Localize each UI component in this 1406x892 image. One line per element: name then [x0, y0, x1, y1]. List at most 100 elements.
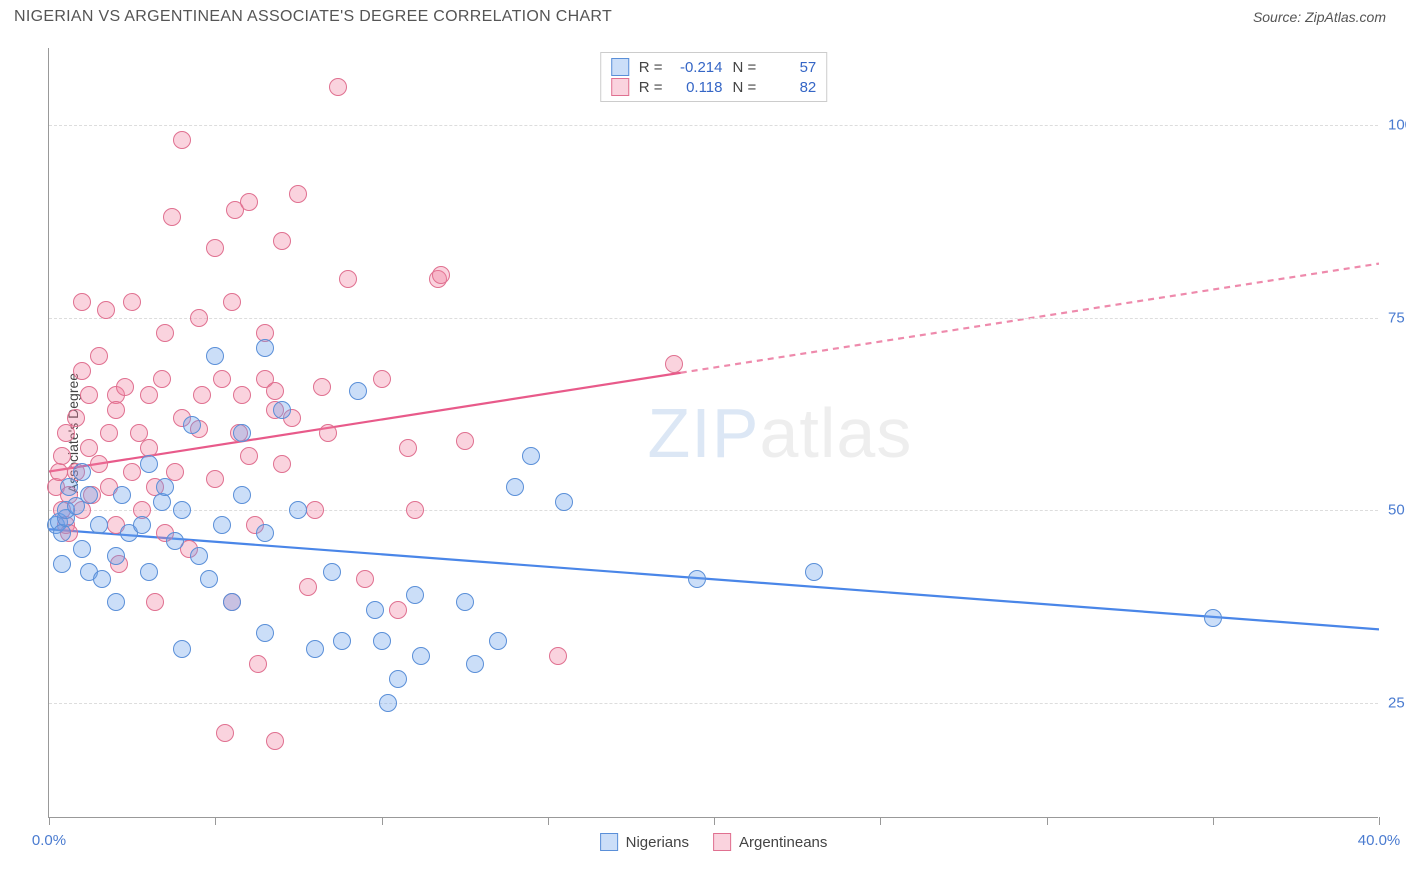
- data-point: [299, 578, 317, 596]
- data-point: [256, 624, 274, 642]
- data-point: [190, 547, 208, 565]
- source-label: Source: ZipAtlas.com: [1253, 9, 1386, 25]
- x-tick-label: 0.0%: [32, 832, 66, 849]
- data-point: [60, 478, 78, 496]
- data-point: [233, 386, 251, 404]
- data-point: [223, 293, 241, 311]
- data-point: [213, 516, 231, 534]
- data-point: [273, 232, 291, 250]
- x-tick: [548, 817, 549, 825]
- x-tick: [714, 817, 715, 825]
- data-point: [206, 347, 224, 365]
- data-point: [256, 339, 274, 357]
- data-point: [156, 324, 174, 342]
- x-tick: [880, 817, 881, 825]
- data-point: [90, 455, 108, 473]
- data-point: [432, 266, 450, 284]
- data-point: [223, 593, 241, 611]
- y-tick-label: 100.0%: [1388, 117, 1406, 134]
- scatter-chart: Associate's Degree ZIPatlas R = -0.214 N…: [48, 48, 1378, 818]
- data-point: [349, 382, 367, 400]
- data-point: [406, 501, 424, 519]
- data-point: [273, 401, 291, 419]
- data-point: [90, 347, 108, 365]
- data-point: [73, 540, 91, 558]
- x-tick: [49, 817, 50, 825]
- data-point: [489, 632, 507, 650]
- data-point: [173, 640, 191, 658]
- data-point: [366, 601, 384, 619]
- gridline: [49, 125, 1378, 126]
- data-point: [67, 409, 85, 427]
- data-point: [73, 463, 91, 481]
- data-point: [73, 362, 91, 380]
- data-point: [313, 378, 331, 396]
- data-point: [399, 439, 417, 457]
- watermark: ZIPatlas: [648, 393, 913, 473]
- data-point: [233, 486, 251, 504]
- x-tick: [382, 817, 383, 825]
- data-point: [53, 555, 71, 573]
- data-point: [329, 78, 347, 96]
- data-point: [306, 640, 324, 658]
- data-point: [273, 455, 291, 473]
- data-point: [80, 486, 98, 504]
- data-point: [107, 593, 125, 611]
- data-point: [200, 570, 218, 588]
- swatch-argentineans: [611, 78, 629, 96]
- bottom-legend: Nigerians Argentineans: [600, 833, 828, 851]
- data-point: [163, 208, 181, 226]
- data-point: [140, 386, 158, 404]
- chart-title: NIGERIAN VS ARGENTINEAN ASSOCIATE'S DEGR…: [14, 8, 612, 26]
- data-point: [57, 424, 75, 442]
- legend-item-nigerians: Nigerians: [600, 833, 689, 851]
- data-point: [555, 493, 573, 511]
- data-point: [123, 293, 141, 311]
- data-point: [123, 463, 141, 481]
- x-tick: [1379, 817, 1380, 825]
- data-point: [339, 270, 357, 288]
- data-point: [80, 386, 98, 404]
- y-tick-label: 75.0%: [1388, 309, 1406, 326]
- n-value-nigerians: 57: [766, 59, 816, 76]
- swatch-nigerians-legend: [600, 833, 618, 851]
- data-point: [100, 424, 118, 442]
- corr-row-argentineans: R = 0.118 N = 82: [611, 77, 817, 97]
- data-point: [373, 632, 391, 650]
- data-point: [240, 193, 258, 211]
- x-tick: [215, 817, 216, 825]
- data-point: [107, 547, 125, 565]
- data-point: [266, 382, 284, 400]
- data-point: [153, 370, 171, 388]
- data-point: [190, 309, 208, 327]
- data-point: [506, 478, 524, 496]
- data-point: [379, 694, 397, 712]
- data-point: [389, 601, 407, 619]
- data-point: [116, 378, 134, 396]
- y-tick-label: 50.0%: [1388, 502, 1406, 519]
- gridline: [49, 703, 1378, 704]
- data-point: [289, 501, 307, 519]
- x-tick: [1213, 817, 1214, 825]
- data-point: [140, 455, 158, 473]
- corr-row-nigerians: R = -0.214 N = 57: [611, 57, 817, 77]
- data-point: [373, 370, 391, 388]
- data-point: [113, 486, 131, 504]
- legend-item-argentineans: Argentineans: [713, 833, 827, 851]
- data-point: [166, 532, 184, 550]
- data-point: [53, 524, 71, 542]
- data-point: [805, 563, 823, 581]
- data-point: [107, 401, 125, 419]
- data-point: [173, 131, 191, 149]
- data-point: [289, 185, 307, 203]
- r-value-nigerians: -0.214: [673, 59, 723, 76]
- data-point: [688, 570, 706, 588]
- data-point: [266, 732, 284, 750]
- x-tick-label: 40.0%: [1358, 832, 1401, 849]
- data-point: [356, 570, 374, 588]
- swatch-argentineans-legend: [713, 833, 731, 851]
- data-point: [93, 570, 111, 588]
- data-point: [97, 301, 115, 319]
- data-point: [256, 524, 274, 542]
- data-point: [456, 432, 474, 450]
